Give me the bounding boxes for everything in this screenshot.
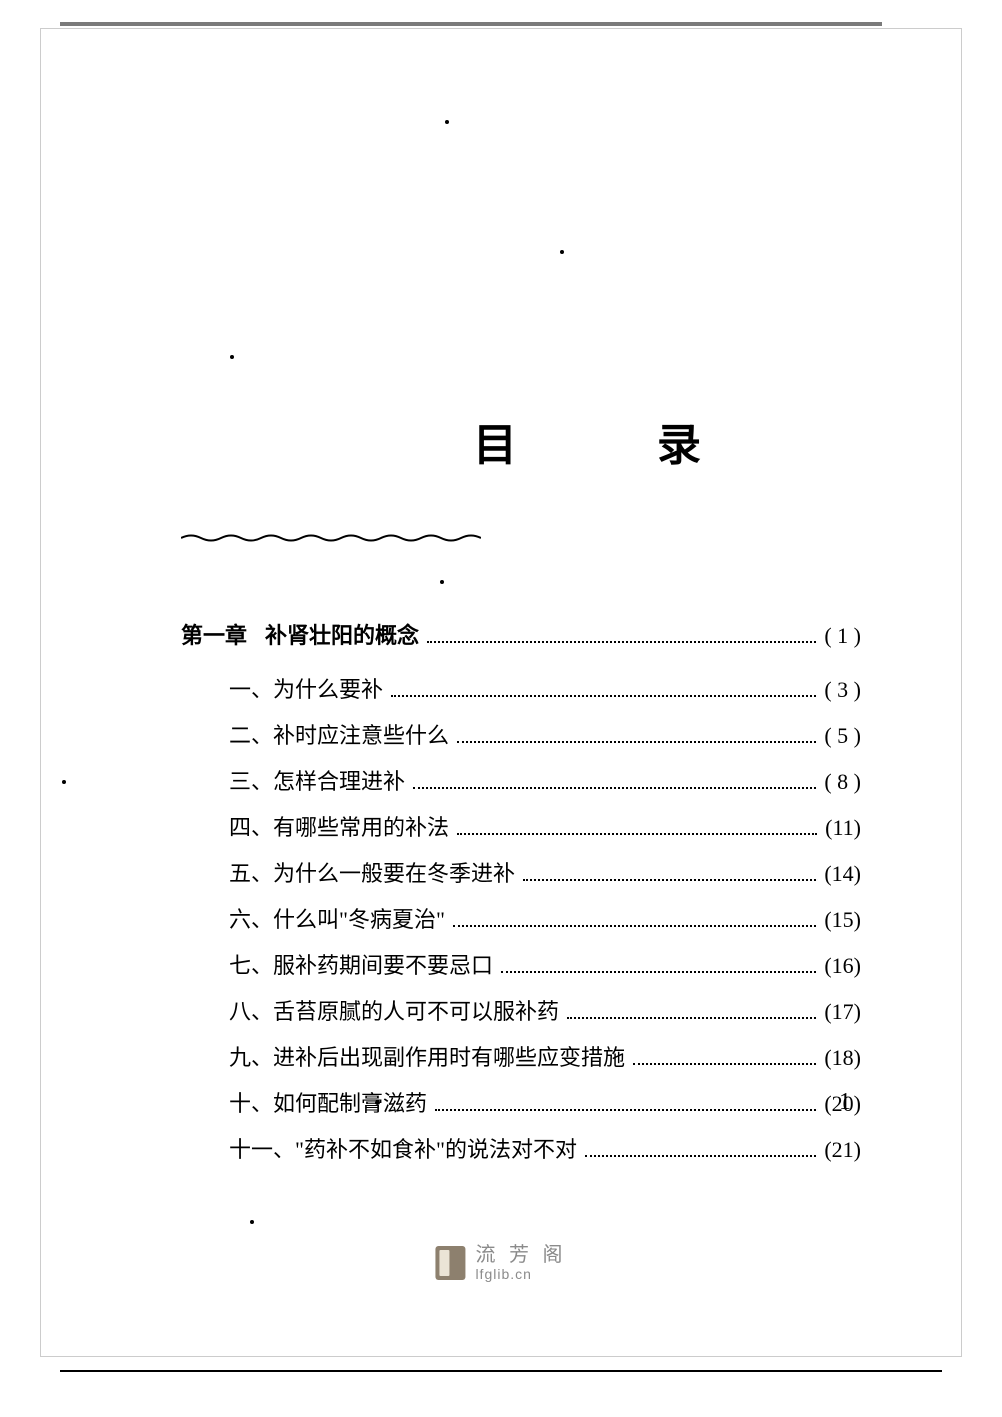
toc-item: 九、进补后出现副作用时有哪些应变措施 (18)	[229, 1040, 861, 1072]
toc-item: 五、为什么一般要在冬季进补 (14)	[229, 856, 861, 888]
scan-speck	[375, 1100, 380, 1105]
toc-label: 六、什么叫"冬病夏治"	[229, 902, 445, 934]
chapter-prefix: 第一章	[181, 618, 247, 650]
chapter-page: ( 1 )	[824, 623, 861, 649]
toc-page: ( 5 )	[824, 723, 861, 749]
leader-dots	[501, 971, 816, 973]
toc-page: (16)	[824, 953, 861, 979]
toc-label: 八、舌苔原腻的人可不可以服补药	[229, 994, 559, 1026]
toc-item: 十、如何配制膏滋药 (20)	[229, 1086, 861, 1118]
scan-speck	[560, 250, 564, 254]
toc-list: 一、为什么要补 ( 3 ) 二、补时应注意些什么 ( 5 ) 三、怎样合理进补 …	[229, 672, 861, 1164]
scan-speck	[230, 355, 234, 359]
toc-page: (14)	[824, 861, 861, 887]
toc-item: 四、有哪些常用的补法 (11)	[229, 810, 861, 842]
toc-label: 七、服补药期间要不要忌口	[229, 948, 493, 980]
leader-dots	[435, 1109, 816, 1111]
scan-speck	[62, 780, 66, 784]
leader-dots	[457, 833, 817, 835]
leader-dots	[567, 1017, 816, 1019]
toc-page: ( 3 )	[824, 677, 861, 703]
toc-label: 十、如何配制膏滋药	[229, 1086, 427, 1118]
toc-page: (18)	[824, 1045, 861, 1071]
toc-label: 九、进补后出现副作用时有哪些应变措施	[229, 1040, 625, 1072]
leader-dots	[523, 879, 816, 881]
page-frame: 目 录 第一章 补肾壮阳的概念 ( 1 ) 一、为什么要补 ( 3 ) 二、补时…	[40, 28, 962, 1357]
leader-dots	[585, 1155, 816, 1157]
toc-label: 四、有哪些常用的补法	[229, 810, 449, 842]
toc-label: 一、为什么要补	[229, 672, 383, 704]
chapter-row: 第一章 补肾壮阳的概念 ( 1 )	[181, 618, 861, 650]
toc-item: 二、补时应注意些什么 ( 5 )	[229, 718, 861, 750]
scan-speck	[440, 580, 444, 584]
wave-divider-icon	[181, 533, 481, 543]
watermark-en: lfglib.cn	[475, 1267, 566, 1281]
toc-page: (21)	[824, 1137, 861, 1163]
watermark-text: 流 芳 阁 lfglib.cn	[475, 1245, 566, 1281]
toc-item: 十一、"药补不如食补"的说法对不对 (21)	[229, 1132, 861, 1164]
bottom-rule	[60, 1370, 942, 1372]
toc-item: 八、舌苔原腻的人可不可以服补药 (17)	[229, 994, 861, 1026]
toc-page: (15)	[824, 907, 861, 933]
toc-item: 六、什么叫"冬病夏治" (15)	[229, 902, 861, 934]
chapter-title: 补肾壮阳的概念	[265, 618, 419, 650]
toc-label: 二、补时应注意些什么	[229, 718, 449, 750]
toc-item: 七、服补药期间要不要忌口 (16)	[229, 948, 861, 980]
watermark-cn: 流 芳 阁	[475, 1245, 566, 1265]
content-area: 目 录 第一章 补肾壮阳的概念 ( 1 ) 一、为什么要补 ( 3 ) 二、补时…	[181, 409, 861, 1178]
toc-item: 三、怎样合理进补 ( 8 )	[229, 764, 861, 796]
toc-page: (17)	[824, 999, 861, 1025]
toc-page: ( 8 )	[824, 769, 861, 795]
watermark: 流 芳 阁 lfglib.cn	[435, 1245, 566, 1281]
leader-dots	[453, 925, 816, 927]
leader-dots	[413, 787, 816, 789]
scan-speck	[445, 120, 449, 124]
leader-dots	[457, 741, 816, 743]
toc-page: (11)	[825, 815, 861, 841]
watermark-book-icon	[435, 1246, 465, 1280]
leader-dots	[633, 1063, 816, 1065]
leader-dots	[391, 695, 816, 697]
scan-artifact-top	[60, 22, 882, 26]
scan-speck	[250, 1220, 254, 1224]
leader-dots	[427, 641, 816, 643]
toc-label: 三、怎样合理进补	[229, 764, 405, 796]
toc-label: 十一、"药补不如食补"的说法对不对	[229, 1132, 577, 1164]
toc-item: 一、为什么要补 ( 3 )	[229, 672, 861, 704]
page-number: 1	[839, 1089, 851, 1116]
toc-label: 五、为什么一般要在冬季进补	[229, 856, 515, 888]
toc-heading: 目 录	[361, 409, 861, 473]
